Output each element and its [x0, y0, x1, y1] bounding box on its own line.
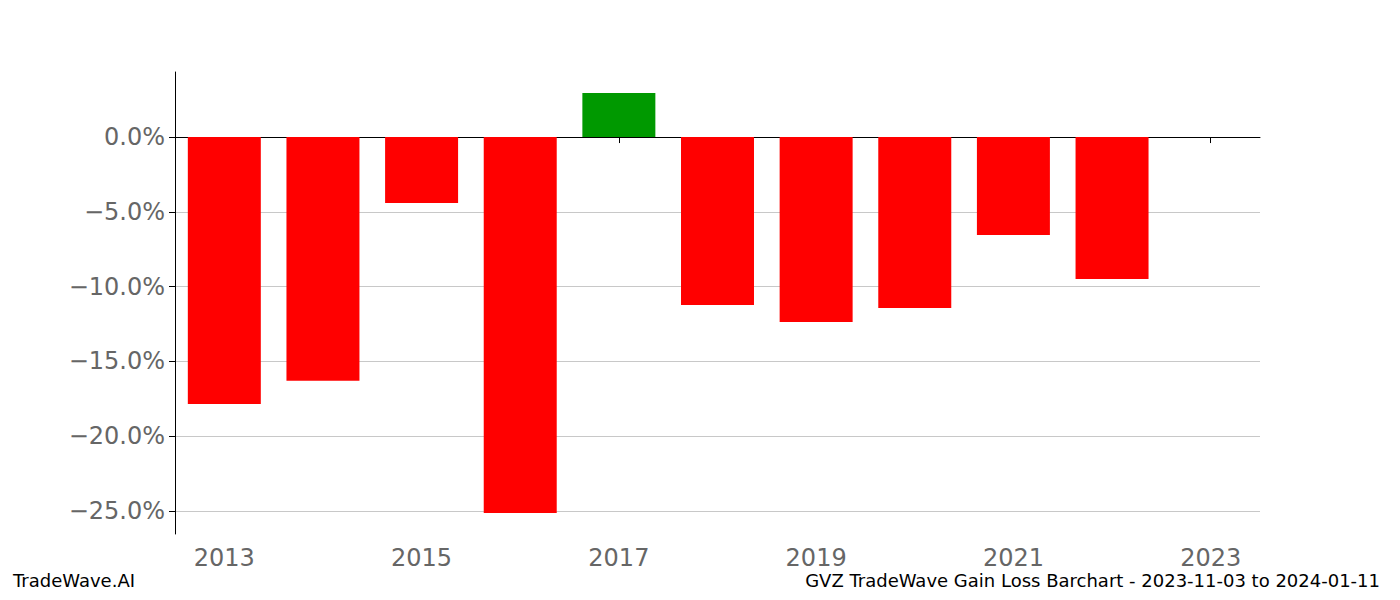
svg-text:2019: 2019 — [786, 544, 847, 572]
svg-text:2023: 2023 — [1180, 544, 1241, 572]
svg-text:−20.0%: −20.0% — [69, 422, 165, 450]
svg-text:2013: 2013 — [194, 544, 255, 572]
svg-text:0.0%: 0.0% — [104, 123, 165, 151]
svg-text:GVZ TradeWave Gain Loss Barcha: GVZ TradeWave Gain Loss Barchart - 2023-… — [805, 570, 1380, 591]
svg-text:−5.0%: −5.0% — [84, 198, 165, 226]
svg-text:−25.0%: −25.0% — [69, 497, 165, 525]
svg-text:−10.0%: −10.0% — [69, 273, 165, 301]
svg-text:2015: 2015 — [391, 544, 452, 572]
svg-text:−15.0%: −15.0% — [69, 347, 165, 375]
svg-text:2017: 2017 — [588, 544, 649, 572]
svg-text:2021: 2021 — [983, 544, 1044, 572]
svg-text:TradeWave.AI: TradeWave.AI — [12, 570, 135, 591]
